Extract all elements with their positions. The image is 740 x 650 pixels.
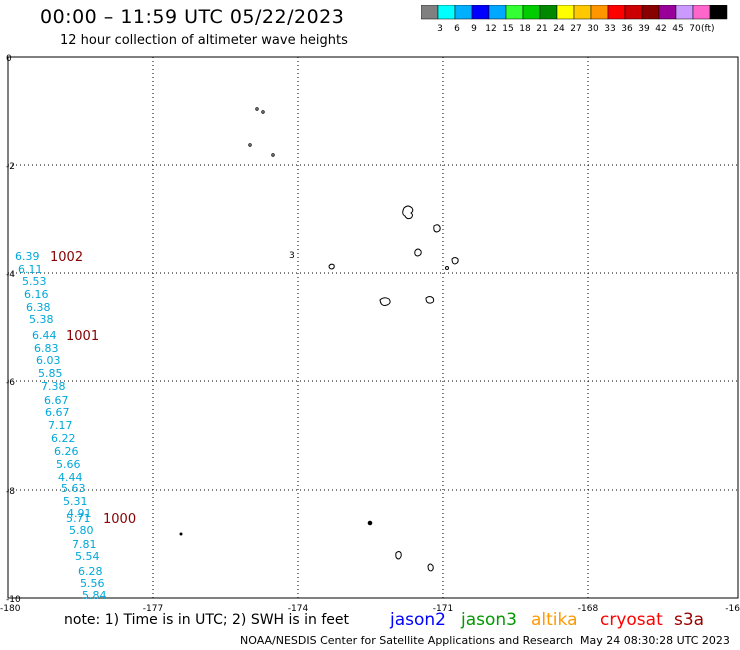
swh-value-label: 4.44 [58,471,83,484]
wave-height-colorbar: 3 6 9 12 15 18 21 24 27 30 33 36 39 42 45 70 (ft) [421,5,728,34]
colorbar-label: 9 [471,24,477,34]
map-title: 00:00 – 11:59 UTC 05/22/2023 [40,6,345,28]
colorbar-swatch [709,5,728,20]
swh-value-label: 5.53 [22,275,47,288]
map-subtitle: 12 hour collection of altimeter wave hei… [60,33,348,48]
swh-value-label: 6.67 [45,406,70,419]
swh-value-label: 5.38 [29,313,54,326]
colorbar-label: 70 [689,24,701,34]
swh-value-label: 5.85 [38,367,63,380]
colorbar-label: 30 [587,24,599,34]
longitude-tick-label: -177 [143,604,163,614]
swh-value-label: 6.11 [18,263,43,276]
swh-value-label: 7.17 [48,419,73,432]
colorbar-label: 3 [437,24,443,34]
pressure-label: 1001 [66,329,99,344]
swh-value-label: 6.22 [51,432,76,445]
colorbar-label: 45 [672,24,683,34]
pressure-label: 1002 [50,250,83,265]
colorbar-label: 15 [502,24,513,34]
satellite-legend-s3a: s3a [674,610,705,630]
satellite-legend-altika: altika [531,610,578,630]
swh-value-label: 6.38 [26,301,51,314]
map-frame [7,56,739,599]
swh-value-label: 7.81 [72,538,97,551]
swh-value-label: 5.56 [80,577,105,590]
swh-value-label: 6.39 [15,250,40,263]
colorbar-label: 12 [485,24,496,34]
swh-value-label: 6.28 [78,565,103,578]
longitude-tick-label: -180 [0,604,21,614]
contour-label: 3 [289,251,295,261]
colorbar-label: 42 [655,24,666,34]
map-tick-labels: -180 -177 -174 -171 -168 -16 0 -2 -4 -6 -8 -10 [0,54,740,614]
satellite-legend-jason2: jason2 [390,610,446,630]
swh-labels: 6.396.115.536.166.385.38 6.446.836.035.85… [15,250,107,602]
satellite-legend-cryosat: cryosat [600,610,663,630]
swh-value-label: 5.80 [69,524,94,537]
longitude-tick-label: -174 [288,604,309,614]
wave-height-map: -180 -177 -174 -171 -168 -16 0 -2 -4 -6 -8 -10 3 6.… [0,54,740,614]
colorbar-label: 39 [638,24,650,34]
swh-value-label: 7.38 [41,380,66,393]
latitude-tick-label: -8 [6,487,15,497]
longitude-tick-label: -16 [725,604,740,614]
satellite-legend-jason3: jason3 [461,610,517,630]
swh-value-label: 6.67 [44,394,69,407]
longitude-tick-label: -171 [433,604,453,614]
latitude-tick-label: -10 [6,595,21,605]
swh-value-label: 5.63 [61,482,86,495]
footer-note: note: 1) Time is in UTC; 2) SWH is in fe… [64,612,350,628]
swh-value-label: 6.83 [34,342,59,355]
swh-value-label: 5.66 [56,458,81,471]
colorbar-label: 24 [553,24,565,34]
colorbar-label: 36 [621,24,633,34]
swh-value-label: 5.54 [75,550,100,563]
swh-value-label: 5.84 [82,589,107,602]
map-grid [8,57,738,598]
colorbar-unit: (ft) [701,24,715,34]
swh-value-label: 5.71 [66,512,91,525]
swh-value-label: 6.44 [32,329,57,342]
colorbar-label: 27 [570,24,581,34]
swh-value-label: 6.03 [36,354,61,367]
swh-value-label: 5.31 [63,495,88,508]
latitude-tick-label: 0 [6,54,12,64]
latitude-tick-label: -6 [6,378,15,388]
longitude-tick-label: -168 [578,604,599,614]
swh-value-label: 6.26 [54,445,79,458]
island-outlines [179,107,459,572]
latitude-tick-label: -2 [6,162,15,172]
pressure-label: 1000 [103,512,136,527]
colorbar-label: 18 [519,24,531,34]
footer-timestamp: May 24 08:30:28 UTC 2023 [580,634,730,647]
pressure-labels: 1002 1001 1000 [50,250,136,527]
swh-value-label: 6.16 [24,288,49,301]
swh-value-label: 4.91 [67,507,92,520]
colorbar-label: 6 [454,24,460,34]
latitude-tick-label: -4 [6,270,15,280]
colorbar-label: 21 [536,24,547,34]
footer-credit: NOAA/NESDIS Center for Satellite Applica… [240,634,574,647]
colorbar-label: 33 [604,24,615,34]
